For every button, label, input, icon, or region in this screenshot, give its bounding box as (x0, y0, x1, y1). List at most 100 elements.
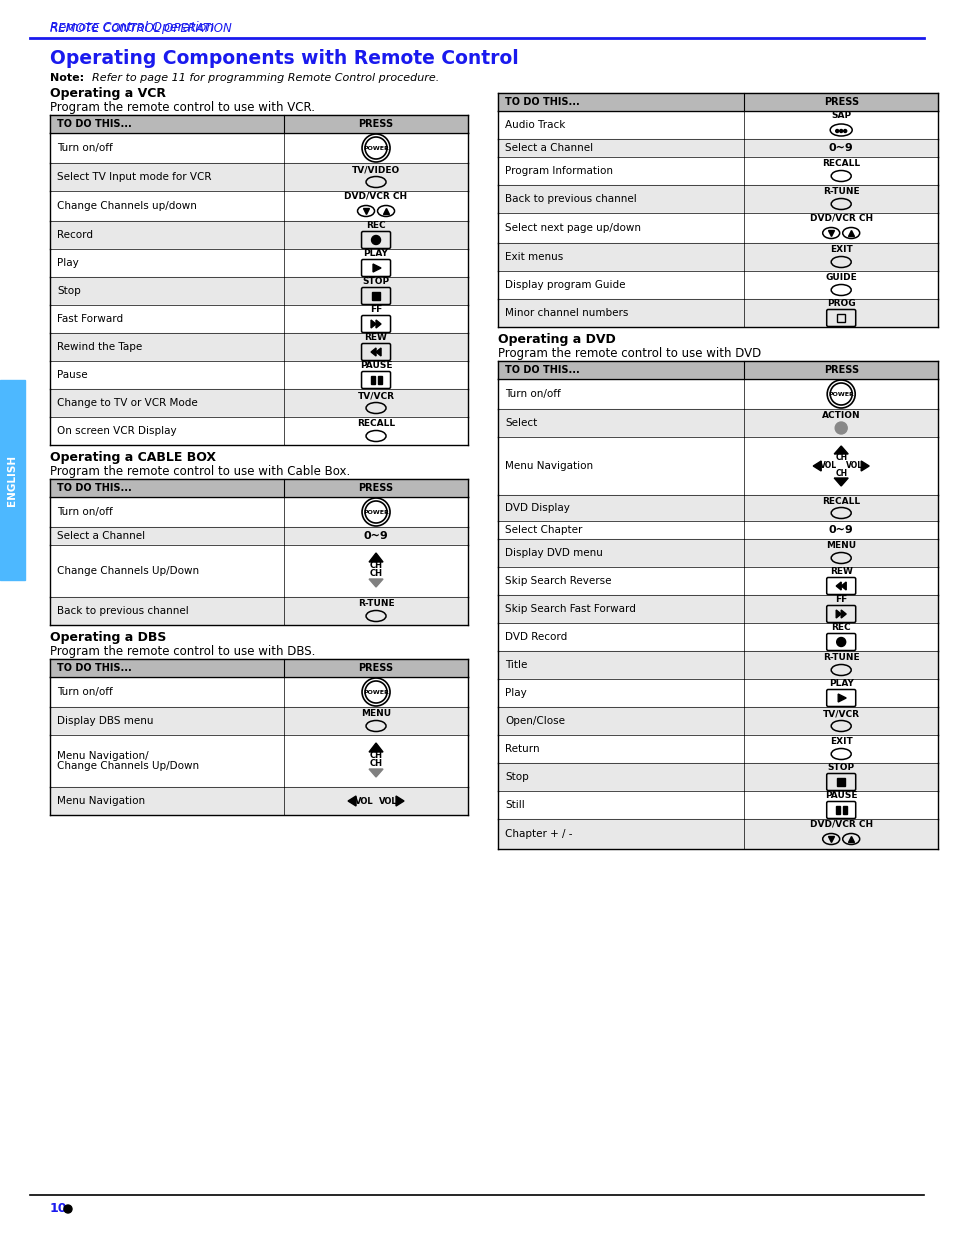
Text: PLAY: PLAY (363, 249, 388, 258)
Text: Back to previous channel: Back to previous channel (504, 194, 636, 204)
Text: REW: REW (364, 333, 387, 342)
Text: Minor channel numbers: Minor channel numbers (504, 308, 628, 317)
Text: DVD/VCR CH: DVD/VCR CH (344, 191, 407, 200)
Bar (497, 379, 937, 409)
Bar (497, 622, 937, 651)
Text: Change Channels Up/Down: Change Channels Up/Down (57, 761, 199, 771)
Text: Select TV Input mode for VCR: Select TV Input mode for VCR (57, 172, 212, 182)
Text: Play: Play (504, 688, 526, 698)
Bar (50, 479, 468, 496)
Text: Select a Channel: Select a Channel (504, 143, 593, 153)
Text: Select a Channel: Select a Channel (57, 531, 145, 541)
Bar (497, 521, 937, 538)
Bar (377, 375, 381, 384)
Text: Record: Record (57, 230, 92, 240)
Text: CH: CH (369, 752, 382, 761)
Text: 0~9: 0~9 (363, 531, 388, 541)
Bar (497, 790, 937, 819)
Bar (50, 659, 468, 677)
Bar (372, 291, 379, 300)
Text: Still: Still (504, 800, 524, 810)
Bar (497, 651, 937, 679)
Polygon shape (395, 797, 404, 806)
Circle shape (365, 137, 387, 159)
Polygon shape (369, 743, 383, 752)
Polygon shape (369, 553, 383, 562)
Polygon shape (375, 348, 380, 356)
Text: Remote Control Operation: Remote Control Operation (50, 21, 214, 35)
Bar (497, 111, 937, 140)
Text: Change Channels up/down: Change Channels up/down (57, 201, 196, 211)
Bar (50, 735, 468, 787)
Text: Menu Navigation/: Menu Navigation/ (57, 751, 149, 761)
Text: DVD/VCR CH: DVD/VCR CH (809, 820, 872, 829)
Circle shape (371, 236, 380, 245)
Polygon shape (836, 582, 841, 590)
Text: TO DO THIS...: TO DO THIS... (57, 663, 132, 673)
Bar (497, 93, 937, 111)
Text: RECALL: RECALL (821, 496, 860, 505)
Polygon shape (838, 694, 845, 701)
Text: PROG: PROG (826, 300, 855, 309)
Circle shape (836, 637, 844, 646)
Bar (497, 763, 937, 790)
Text: Change to TV or VCR Mode: Change to TV or VCR Mode (57, 398, 197, 408)
Circle shape (842, 130, 846, 132)
Text: PRESS: PRESS (358, 483, 394, 493)
Bar (497, 819, 937, 848)
Text: POWER: POWER (827, 391, 853, 396)
Bar (497, 212, 937, 243)
Text: Pause: Pause (57, 370, 88, 380)
Polygon shape (371, 348, 375, 356)
Text: POWER: POWER (363, 146, 389, 151)
Bar (50, 277, 468, 305)
Text: DVD/VCR CH: DVD/VCR CH (809, 214, 872, 222)
Text: RECALL: RECALL (356, 420, 395, 429)
Bar (50, 597, 468, 625)
Text: Display DBS menu: Display DBS menu (57, 716, 153, 726)
Bar (837, 778, 844, 785)
Bar (50, 115, 468, 133)
Text: Turn on/off: Turn on/off (57, 508, 112, 517)
Text: Select: Select (504, 417, 537, 429)
Bar (50, 706, 468, 735)
Text: Select next page up/down: Select next page up/down (504, 224, 640, 233)
Circle shape (829, 383, 851, 405)
Text: Operating a CABLE BOX: Operating a CABLE BOX (50, 451, 215, 463)
Text: CH: CH (369, 760, 382, 768)
Bar (497, 270, 937, 299)
Bar (50, 787, 468, 815)
Text: Return: Return (504, 743, 539, 755)
Bar (50, 496, 468, 527)
Text: Chapter + / -: Chapter + / - (504, 829, 572, 839)
Polygon shape (812, 461, 821, 471)
Text: EXIT: EXIT (829, 737, 852, 746)
Bar (497, 140, 937, 157)
Text: Audio Track: Audio Track (504, 120, 565, 130)
Bar (497, 361, 937, 379)
Text: Title: Title (504, 659, 527, 671)
Polygon shape (373, 264, 380, 272)
Text: TV/VIDEO: TV/VIDEO (352, 165, 399, 174)
Text: Display DVD menu: Display DVD menu (504, 548, 602, 558)
Bar (50, 191, 468, 221)
Polygon shape (375, 320, 380, 329)
Text: MENU: MENU (825, 541, 856, 551)
Text: FF: FF (834, 595, 846, 604)
Text: VOL: VOL (378, 797, 397, 805)
Text: 0~9: 0~9 (828, 143, 853, 153)
Text: MENU: MENU (360, 709, 391, 719)
Text: Turn on/off: Turn on/off (57, 143, 112, 153)
Bar (497, 538, 937, 567)
Bar (497, 409, 937, 437)
Text: PRESS: PRESS (358, 663, 394, 673)
Text: TV/VCR: TV/VCR (821, 709, 859, 719)
Polygon shape (841, 582, 845, 590)
Text: Rewind the Tape: Rewind the Tape (57, 342, 142, 352)
Text: DVD Record: DVD Record (504, 632, 567, 642)
Circle shape (834, 422, 846, 433)
Text: TO DO THIS...: TO DO THIS... (57, 119, 132, 128)
Polygon shape (841, 610, 845, 618)
Text: DVD Display: DVD Display (504, 503, 569, 513)
Bar (50, 677, 468, 706)
